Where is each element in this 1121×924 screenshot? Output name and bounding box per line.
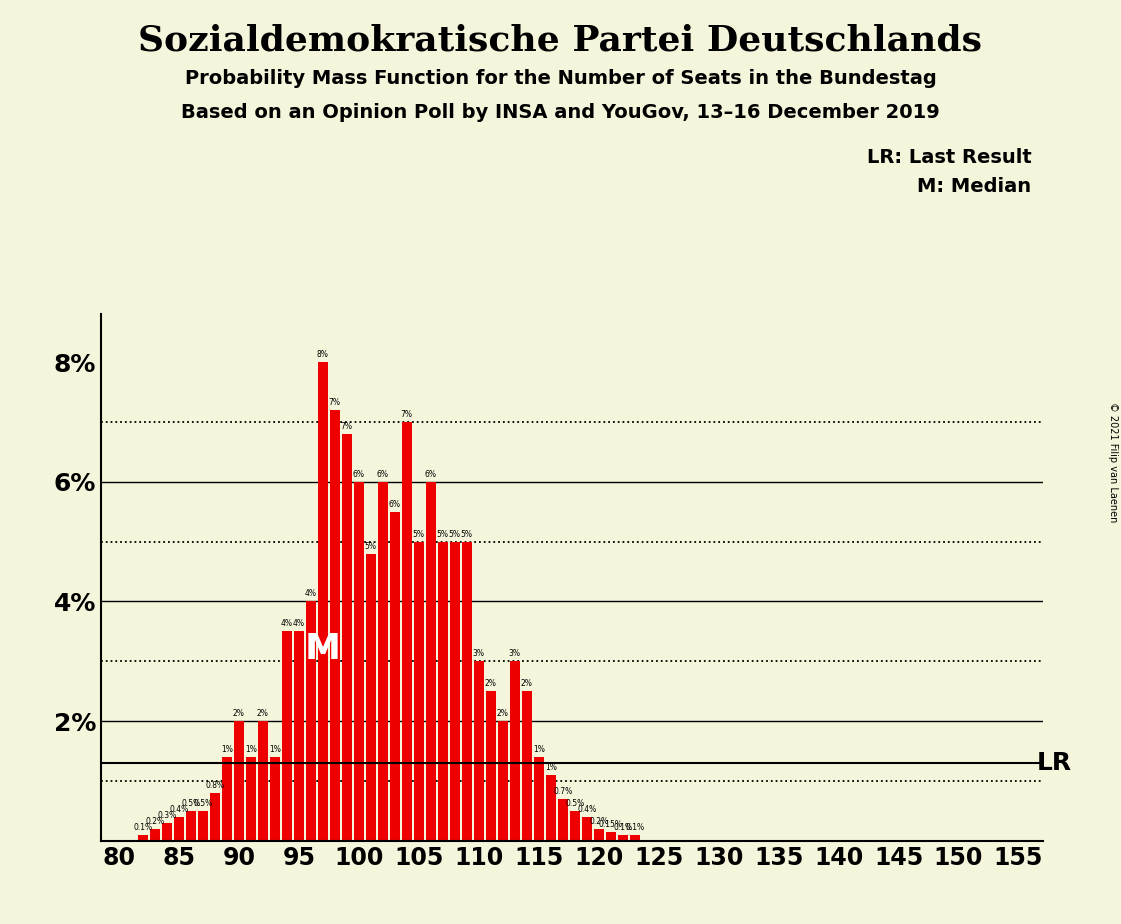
Text: 4%: 4% (293, 619, 305, 628)
Text: 7%: 7% (341, 422, 353, 431)
Bar (437, 541, 448, 841)
Text: 0.1%: 0.1% (613, 823, 632, 832)
Text: 1%: 1% (221, 745, 233, 754)
Text: 0.4%: 0.4% (577, 805, 596, 814)
Text: 2%: 2% (233, 709, 244, 718)
Bar (485, 691, 495, 841)
Text: 0.5%: 0.5% (182, 799, 201, 808)
Text: 0.5%: 0.5% (193, 799, 213, 808)
Bar (150, 829, 160, 841)
Bar (557, 799, 568, 841)
Text: 4%: 4% (281, 619, 293, 628)
Text: 8%: 8% (317, 350, 328, 359)
Bar (498, 721, 508, 841)
Text: 6%: 6% (353, 469, 364, 479)
Text: 5%: 5% (461, 529, 473, 539)
Text: 6%: 6% (377, 469, 389, 479)
Bar (605, 832, 615, 841)
Bar (270, 757, 280, 841)
Text: 0.8%: 0.8% (205, 781, 224, 790)
Bar (414, 541, 424, 841)
Bar (426, 481, 436, 841)
Bar (174, 817, 184, 841)
Text: 0.5%: 0.5% (565, 799, 584, 808)
Text: 3%: 3% (509, 650, 521, 658)
Text: 0.1%: 0.1% (133, 823, 152, 832)
Bar (474, 662, 484, 841)
Bar (534, 757, 544, 841)
Bar (462, 541, 472, 841)
Text: 5%: 5% (364, 541, 377, 551)
Text: M: M (305, 632, 341, 666)
Text: 7%: 7% (401, 410, 413, 419)
Text: 2%: 2% (484, 679, 497, 688)
Bar (317, 362, 328, 841)
Text: 3%: 3% (473, 650, 484, 658)
Bar (378, 481, 388, 841)
Bar (245, 757, 256, 841)
Text: 1%: 1% (269, 745, 280, 754)
Text: LR: Last Result: LR: Last Result (867, 148, 1031, 167)
Bar (281, 631, 291, 841)
Text: 6%: 6% (389, 500, 401, 509)
Bar (258, 721, 268, 841)
Text: 2%: 2% (521, 679, 532, 688)
Text: 4%: 4% (305, 590, 317, 599)
Text: 1%: 1% (545, 763, 557, 772)
Text: Sozialdemokratische Partei Deutschlands: Sozialdemokratische Partei Deutschlands (139, 23, 982, 57)
Bar (161, 823, 172, 841)
Bar (510, 662, 520, 841)
Text: M: Median: M: Median (917, 177, 1031, 197)
Text: 0.4%: 0.4% (169, 805, 188, 814)
Text: 0.3%: 0.3% (157, 811, 176, 820)
Text: 0.1%: 0.1% (626, 823, 645, 832)
Text: LR: LR (1037, 751, 1072, 775)
Text: Based on an Opinion Poll by INSA and YouGov, 13–16 December 2019: Based on an Opinion Poll by INSA and You… (182, 103, 939, 123)
Text: © 2021 Filip van Laenen: © 2021 Filip van Laenen (1109, 402, 1118, 522)
Bar (234, 721, 244, 841)
Bar (365, 553, 376, 841)
Text: 5%: 5% (448, 529, 461, 539)
Bar (521, 691, 531, 841)
Bar (306, 602, 316, 841)
Bar (450, 541, 460, 841)
Text: 5%: 5% (413, 529, 425, 539)
Bar (138, 835, 148, 841)
Bar (569, 811, 580, 841)
Bar (197, 811, 209, 841)
Bar (401, 422, 411, 841)
Bar (330, 410, 340, 841)
Bar (222, 757, 232, 841)
Text: 0.2%: 0.2% (590, 817, 609, 826)
Bar (354, 481, 364, 841)
Bar (186, 811, 196, 841)
Text: 7%: 7% (328, 398, 341, 407)
Bar (210, 793, 220, 841)
Text: 6%: 6% (425, 469, 437, 479)
Text: 0.15%: 0.15% (599, 820, 622, 829)
Text: 0.2%: 0.2% (146, 817, 165, 826)
Text: 5%: 5% (437, 529, 448, 539)
Text: 0.7%: 0.7% (553, 787, 573, 796)
Text: 1%: 1% (532, 745, 545, 754)
Bar (618, 835, 628, 841)
Text: 1%: 1% (244, 745, 257, 754)
Bar (582, 817, 592, 841)
Text: 2%: 2% (497, 709, 509, 718)
Bar (342, 434, 352, 841)
Bar (390, 512, 400, 841)
Bar (546, 775, 556, 841)
Text: 2%: 2% (257, 709, 269, 718)
Bar (594, 829, 604, 841)
Text: Probability Mass Function for the Number of Seats in the Bundestag: Probability Mass Function for the Number… (185, 69, 936, 89)
Bar (294, 631, 304, 841)
Bar (630, 835, 640, 841)
